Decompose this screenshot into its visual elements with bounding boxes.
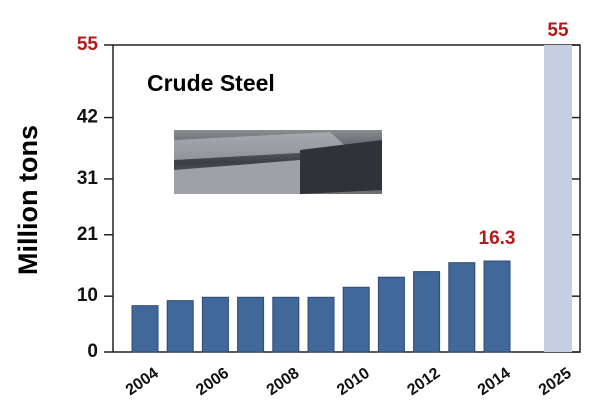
chart-title: Crude Steel — [147, 70, 275, 96]
bar — [544, 45, 572, 352]
x-tick-label: 2008 — [264, 365, 303, 399]
bar — [483, 260, 511, 353]
steel-photo — [174, 130, 382, 194]
bar — [342, 286, 370, 353]
y-axis-label: Million tons — [13, 125, 43, 275]
x-tick-label: 2025 — [536, 365, 575, 399]
bar — [377, 276, 405, 353]
bar — [448, 262, 476, 353]
x-tick-label: 2004 — [123, 365, 162, 399]
y-tick-label: 10 — [77, 285, 98, 306]
bar — [131, 305, 159, 353]
bar — [237, 296, 265, 353]
y-tick-label: 21 — [77, 224, 99, 245]
bar — [413, 271, 441, 353]
value-label: 55 — [547, 20, 569, 41]
value-label: 16.3 — [479, 228, 516, 249]
y-tick-label: 31 — [77, 168, 99, 189]
y-tick-label: 0 — [87, 341, 98, 362]
x-tick-label: 2014 — [475, 365, 514, 399]
bar — [307, 296, 335, 353]
bar — [166, 300, 194, 353]
x-tick-label: 2012 — [404, 365, 443, 399]
x-tick-label: 2010 — [334, 365, 373, 399]
y-tick-label: 42 — [77, 107, 98, 128]
y-tick-label: 55 — [77, 34, 99, 55]
bar — [201, 296, 229, 353]
x-tick-label: 2006 — [193, 365, 232, 399]
bar — [272, 296, 300, 353]
